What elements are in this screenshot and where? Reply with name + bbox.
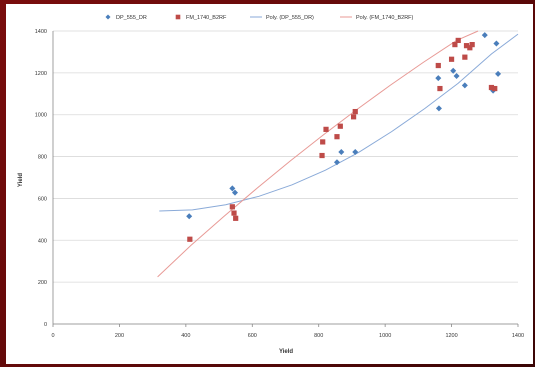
point-s0-9 — [453, 72, 460, 79]
point-s1-10 — [352, 108, 358, 115]
x-tick-label-4: 800 — [314, 333, 323, 339]
point-s1-9 — [350, 114, 357, 120]
trendline-1 — [157, 30, 479, 278]
point-s0-8 — [450, 67, 457, 74]
legend-label-1: FM_1740_B2RF — [186, 15, 227, 21]
point-s1-3 — [233, 215, 239, 221]
point-s1-16 — [462, 54, 468, 60]
point-s0-3 — [333, 159, 340, 166]
point-s1-20 — [488, 84, 495, 91]
point-s1-12 — [437, 85, 443, 92]
point-s1-6 — [323, 126, 329, 132]
point-s1-8 — [337, 123, 343, 129]
point-s1-18 — [467, 45, 473, 51]
point-s1-17 — [463, 43, 470, 49]
legend-marker-1 — [175, 14, 181, 20]
point-s1-0 — [187, 236, 193, 242]
x-tick-label-1: 200 — [115, 333, 124, 339]
point-s0-6 — [435, 75, 442, 82]
x-tick-label-2: 400 — [181, 333, 190, 339]
x-tick-label-6: 1200 — [445, 333, 457, 339]
point-s0-13 — [493, 40, 500, 47]
y-tick-label-5: 1000 — [35, 113, 47, 119]
point-s0-11 — [481, 32, 488, 39]
axes: 0 200 400 600 800 1000 1200 1400 0 200 400 600 800 10… — [35, 29, 524, 339]
legend-label-0: DP_555_DR — [116, 15, 147, 21]
chart-panel — [6, 4, 533, 364]
x-tick-label-0: 0 — [51, 333, 54, 339]
x-tick-label-3: 600 — [248, 333, 257, 339]
point-s0-10 — [461, 82, 468, 89]
x-tick-label-7: 1400 — [512, 333, 524, 339]
legend-label-3: Poly. (FM_1740_B2RF) — [356, 15, 414, 21]
legend-label-2: Poly. (DP_555_DR) — [266, 15, 314, 21]
point-s0-1 — [229, 185, 236, 192]
y-tick-label-3: 600 — [38, 196, 47, 202]
point-s1-14 — [452, 42, 458, 48]
point-s1-7 — [334, 134, 340, 140]
trendlines — [157, 30, 519, 278]
y-tick-label-0: 0 — [44, 322, 47, 328]
point-s1-2 — [231, 210, 237, 216]
y-tick-label-1: 200 — [38, 280, 47, 286]
x-tick-label-5: 1000 — [379, 333, 391, 339]
gridlines — [53, 30, 518, 325]
point-s0-5 — [352, 148, 359, 155]
point-s1-5 — [320, 139, 326, 145]
y-tick-label-7: 1400 — [35, 29, 47, 35]
point-s0-0 — [186, 213, 193, 220]
point-s0-7 — [435, 105, 442, 112]
point-s1-4 — [319, 152, 325, 159]
point-s1-19 — [469, 42, 475, 48]
y-tick-label-2: 400 — [38, 238, 47, 244]
y-axis-label: Yield — [18, 173, 24, 187]
legend-marker-0 — [105, 14, 111, 20]
chart-legend: DP_555_DR FM_1740_B2RF Poly. (DP_555_DR) Po… — [105, 14, 414, 21]
point-s0-2 — [232, 189, 239, 196]
point-s1-13 — [448, 56, 455, 62]
trendline-0 — [159, 33, 519, 212]
point-s1-15 — [455, 37, 461, 44]
point-s1-1 — [229, 204, 235, 210]
point-s1-21 — [492, 85, 498, 92]
y-tick-label-4: 800 — [38, 155, 47, 161]
point-s1-11 — [435, 62, 441, 69]
x-axis-label: Yield — [279, 349, 293, 355]
data-points — [186, 32, 502, 242]
y-tick-label-6: 1200 — [35, 71, 47, 77]
point-s0-14 — [495, 70, 502, 77]
point-s0-4 — [338, 148, 345, 155]
